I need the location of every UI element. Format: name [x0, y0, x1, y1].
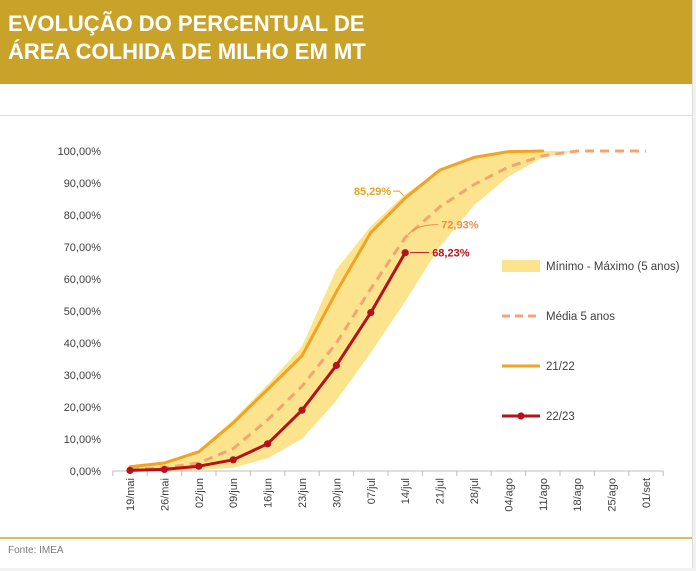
x-tick-label: 07/jul — [366, 478, 378, 504]
y-axis: 0,00% 10,00% 20,00% 30,00% 40,00% 50,00% 60,00… — [58, 146, 102, 478]
data-labels: 85,29% 72,93% 68,23% — [354, 186, 479, 260]
title-banner: EVOLUÇÃO DO PERCENTUAL DE ÁREA COLHIDA D… — [0, 0, 692, 84]
data-label-leader — [407, 224, 439, 235]
y-tick-label: 100,00% — [58, 146, 102, 158]
series-marker — [264, 440, 272, 448]
y-tick-label: 10,00% — [64, 434, 102, 446]
series-marker — [229, 456, 237, 464]
data-label-leader — [393, 190, 405, 197]
x-tick-label: 01/set — [641, 478, 653, 508]
series-22-23 — [126, 249, 409, 474]
legend-item-22-23: 22/23 — [502, 411, 575, 423]
legend-label: 21/22 — [546, 361, 575, 373]
title-divider — [0, 115, 692, 116]
y-tick-label: 90,00% — [64, 178, 102, 190]
legend: Mínimo - Máximo (5 anos) Média 5 anos 21/2… — [502, 260, 680, 423]
series-marker — [298, 406, 306, 414]
x-tick-label: 16/jun — [263, 478, 275, 508]
series-marker — [126, 466, 134, 474]
footer-divider — [0, 537, 692, 539]
x-tick-label: 21/jul — [435, 478, 447, 504]
x-tick-label: 11/ago — [538, 478, 550, 511]
y-tick-label: 20,00% — [64, 402, 102, 414]
data-label: 72,93% — [441, 220, 479, 232]
y-tick-label: 80,00% — [64, 210, 102, 222]
data-label: 85,29% — [354, 186, 392, 198]
x-tick-label: 19/mai — [125, 478, 137, 511]
x-tick-label: 04/ago — [503, 478, 515, 512]
x-tick-label: 02/jun — [194, 478, 206, 508]
series-marker — [195, 462, 203, 470]
y-tick-label: 60,00% — [64, 274, 102, 286]
y-tick-label: 40,00% — [64, 338, 102, 350]
series-line-media-5-anos — [129, 149, 646, 471]
legend-item-media-5-anos: Média 5 anos — [502, 311, 615, 323]
legend-swatch-marker — [517, 412, 525, 420]
legend-item-21-22: 21/22 — [502, 361, 575, 373]
series-media-5-anos — [129, 149, 646, 471]
y-tick-label: 0,00% — [70, 466, 101, 478]
series-marker — [332, 361, 340, 369]
x-tick-label: 28/jul — [469, 478, 481, 504]
y-tick-label: 50,00% — [64, 306, 102, 318]
chart-title-line-2: ÁREA COLHIDA DE MILHO EM MT — [8, 39, 366, 64]
chart-title-line-1: EVOLUÇÃO DO PERCENTUAL DE — [8, 11, 365, 36]
x-tick-label: 18/ago — [572, 478, 584, 512]
source-note: Fonte: IMEA — [8, 545, 64, 556]
series-marker — [160, 465, 168, 473]
series-21-22 — [128, 149, 545, 469]
y-tick-label: 30,00% — [64, 370, 102, 382]
x-tick-label: 30/jun — [331, 478, 343, 508]
legend-label: Mínimo - Máximo (5 anos) — [546, 261, 680, 273]
y-tick-label: 70,00% — [64, 242, 102, 254]
x-tick-label: 09/jun — [228, 478, 240, 508]
x-tick-label: 26/mai — [159, 478, 171, 511]
legend-item-min-max: Mínimo - Máximo (5 anos) — [502, 260, 680, 273]
x-tick-label: 25/ago — [607, 478, 619, 512]
harvest-progress-chart: 0,00% 10,00% 20,00% 30,00% 40,00% 50,00% 60,00… — [58, 146, 680, 512]
x-axis: 19/mai 26/mai 02/jun 09/jun 16/jun 23/jun 30/j… — [112, 470, 664, 512]
series-marker — [367, 309, 375, 317]
legend-label: Média 5 anos — [546, 311, 615, 323]
min-max-band — [130, 151, 578, 471]
x-tick-label: 14/jul — [400, 478, 412, 504]
series-line-21-22 — [128, 149, 545, 469]
legend-swatch-band — [502, 260, 540, 272]
series-marker — [401, 249, 409, 257]
data-label: 68,23% — [432, 248, 470, 260]
x-tick-label: 23/jun — [297, 478, 309, 508]
legend-label: 22/23 — [546, 411, 575, 423]
